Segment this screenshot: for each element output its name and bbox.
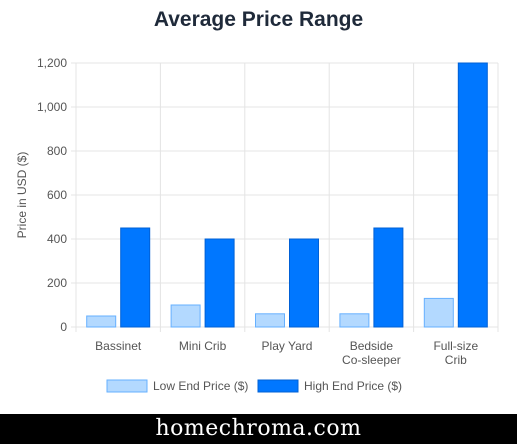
legend: Low End Price ($) High End Price ($) [106,379,402,393]
x-tick-label: Bassinet [95,339,142,353]
y-tick-label: 1,000 [37,100,67,114]
bar-high-2 [289,238,319,328]
x-tick-label: Bedside Co-sleeper [342,339,401,367]
chart-title: Average Price Range [153,8,364,31]
x-tick-label: Full-size Crib [433,339,478,367]
legend-swatch-high [257,379,299,393]
y-tick-label: 1,200 [37,56,67,70]
x-tick-label-line: Full-size [433,339,478,353]
y-tick-label: 200 [47,276,67,290]
bar-low-2 [255,313,285,328]
x-tick-label-line: Bassinet [95,339,142,353]
x-tick-label-line: Crib [445,353,467,367]
grid-lines [71,62,499,332]
bar-high-4 [457,62,488,328]
bar-low-0 [86,315,117,328]
legend-label-low: Low End Price ($) [153,379,248,393]
legend-label-high: High End Price ($) [304,379,402,393]
bars [86,62,488,328]
y-tick-label: 0 [60,320,67,334]
x-tick-label-line: Mini Crib [179,339,227,353]
x-tick-label: Mini Crib [179,339,227,353]
bar-high-1 [204,238,235,328]
bar-high-3 [373,227,404,328]
bar-low-3 [339,313,370,328]
x-tick-label: Play Yard [262,339,313,353]
legend-swatch-low [106,379,148,393]
bar-high-0 [120,227,151,328]
y-tick-label: 600 [47,188,67,202]
y-tick-label: 400 [47,232,67,246]
brand-footer: homechroma.com [0,414,517,444]
x-tick-label-line: Play Yard [262,339,313,353]
x-tick-label-line: Bedside [350,339,394,353]
x-tick-label-line: Co-sleeper [342,353,401,367]
axes: 0 200 400 600 800 1,000 1,200 Bassinet Mini Crib… [15,56,478,367]
bar-low-1 [170,304,201,328]
bar-chart: 0 200 400 600 800 1,000 1,200 Bassinet Mini Crib… [15,56,499,393]
y-tick-label: 800 [47,144,67,158]
bar-low-4 [423,297,454,328]
y-axis-title: Price in USD ($) [15,152,29,239]
